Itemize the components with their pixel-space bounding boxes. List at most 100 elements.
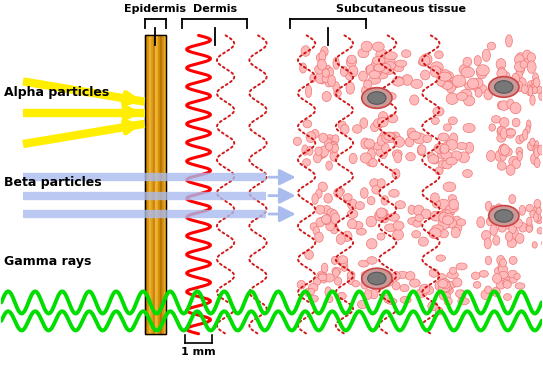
- Ellipse shape: [530, 95, 535, 105]
- Ellipse shape: [332, 267, 341, 275]
- Ellipse shape: [321, 215, 331, 224]
- Ellipse shape: [400, 285, 409, 292]
- Ellipse shape: [293, 137, 301, 145]
- Ellipse shape: [386, 298, 397, 304]
- Ellipse shape: [435, 307, 443, 315]
- Ellipse shape: [384, 224, 396, 231]
- Ellipse shape: [449, 117, 457, 125]
- Ellipse shape: [498, 146, 507, 155]
- Ellipse shape: [446, 205, 458, 212]
- Ellipse shape: [533, 145, 540, 155]
- Ellipse shape: [434, 68, 443, 77]
- Ellipse shape: [308, 288, 315, 295]
- Ellipse shape: [526, 120, 531, 129]
- Ellipse shape: [447, 80, 457, 90]
- Ellipse shape: [530, 138, 535, 146]
- Ellipse shape: [378, 276, 387, 283]
- Ellipse shape: [526, 222, 533, 232]
- Ellipse shape: [392, 169, 400, 179]
- Ellipse shape: [388, 114, 398, 123]
- Ellipse shape: [377, 211, 387, 220]
- Ellipse shape: [482, 49, 490, 61]
- Ellipse shape: [395, 60, 407, 67]
- Ellipse shape: [442, 216, 453, 225]
- Ellipse shape: [406, 272, 415, 280]
- Ellipse shape: [327, 209, 336, 216]
- Ellipse shape: [384, 295, 393, 303]
- Ellipse shape: [506, 128, 515, 138]
- Ellipse shape: [534, 141, 539, 151]
- Ellipse shape: [441, 70, 450, 77]
- Ellipse shape: [387, 93, 396, 100]
- Ellipse shape: [496, 280, 505, 289]
- Ellipse shape: [491, 116, 501, 123]
- Ellipse shape: [376, 274, 386, 283]
- Ellipse shape: [499, 145, 506, 155]
- Ellipse shape: [340, 258, 348, 267]
- Ellipse shape: [379, 149, 387, 158]
- Ellipse shape: [484, 238, 491, 249]
- Ellipse shape: [439, 160, 447, 169]
- Ellipse shape: [376, 208, 387, 218]
- Ellipse shape: [324, 215, 331, 225]
- Ellipse shape: [376, 212, 383, 221]
- Ellipse shape: [459, 64, 470, 75]
- Ellipse shape: [516, 63, 525, 75]
- Ellipse shape: [429, 228, 439, 238]
- Ellipse shape: [500, 118, 509, 127]
- Ellipse shape: [491, 206, 500, 215]
- Ellipse shape: [473, 78, 483, 88]
- Bar: [144, 35, 147, 334]
- Ellipse shape: [308, 283, 318, 292]
- Ellipse shape: [320, 68, 329, 77]
- Ellipse shape: [501, 276, 510, 285]
- Ellipse shape: [526, 205, 533, 212]
- Ellipse shape: [490, 206, 497, 214]
- Ellipse shape: [465, 142, 473, 153]
- Ellipse shape: [536, 216, 542, 224]
- Ellipse shape: [371, 123, 378, 132]
- Ellipse shape: [537, 228, 543, 234]
- Ellipse shape: [465, 82, 476, 90]
- Ellipse shape: [460, 89, 472, 100]
- Ellipse shape: [439, 212, 450, 223]
- Ellipse shape: [519, 205, 526, 215]
- Ellipse shape: [326, 295, 333, 303]
- Ellipse shape: [368, 77, 381, 84]
- Ellipse shape: [312, 193, 318, 204]
- Ellipse shape: [419, 58, 430, 66]
- Ellipse shape: [413, 133, 426, 144]
- Ellipse shape: [396, 272, 408, 279]
- Ellipse shape: [326, 138, 333, 145]
- Ellipse shape: [325, 65, 331, 77]
- Ellipse shape: [434, 143, 447, 154]
- Ellipse shape: [539, 92, 543, 100]
- Ellipse shape: [481, 290, 491, 299]
- Circle shape: [362, 88, 392, 108]
- Ellipse shape: [338, 121, 346, 129]
- Ellipse shape: [392, 150, 402, 158]
- Ellipse shape: [514, 273, 520, 280]
- Ellipse shape: [495, 267, 501, 275]
- Ellipse shape: [382, 143, 389, 153]
- Ellipse shape: [453, 278, 462, 287]
- Ellipse shape: [452, 75, 466, 87]
- Ellipse shape: [336, 234, 345, 244]
- Ellipse shape: [497, 256, 504, 264]
- Ellipse shape: [489, 124, 496, 131]
- Ellipse shape: [498, 272, 508, 279]
- Ellipse shape: [391, 132, 400, 143]
- Ellipse shape: [394, 64, 404, 72]
- Ellipse shape: [375, 64, 383, 74]
- Ellipse shape: [343, 231, 352, 241]
- Ellipse shape: [358, 260, 369, 267]
- Ellipse shape: [468, 78, 479, 89]
- Ellipse shape: [417, 145, 425, 155]
- Text: Alpha particles: Alpha particles: [4, 86, 109, 99]
- Ellipse shape: [431, 211, 441, 221]
- Text: Epidermis: Epidermis: [124, 4, 186, 14]
- Ellipse shape: [308, 295, 318, 302]
- Ellipse shape: [322, 74, 330, 83]
- Ellipse shape: [442, 81, 453, 90]
- Ellipse shape: [327, 211, 334, 221]
